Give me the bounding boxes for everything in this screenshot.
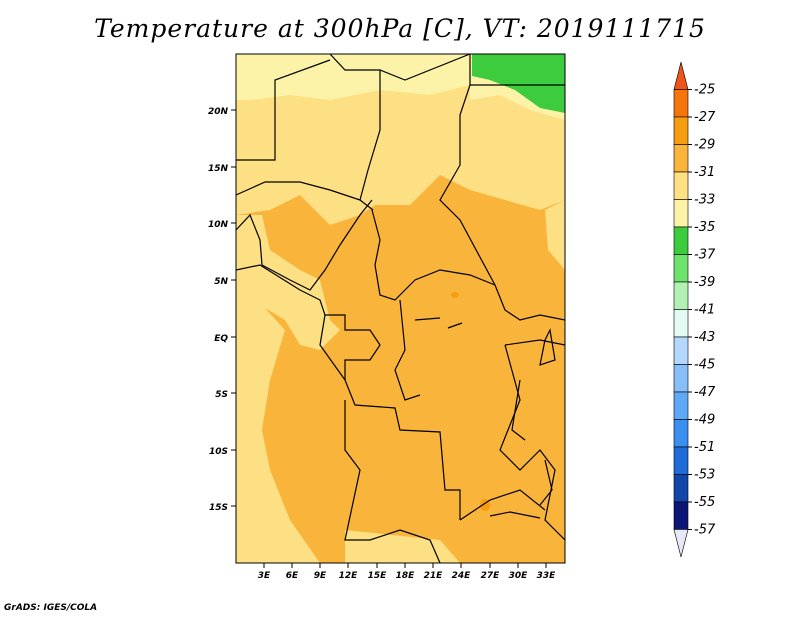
- colorbar-label: -33: [694, 193, 715, 208]
- lon-label: 27E: [481, 571, 501, 581]
- lat-label: 10N: [208, 220, 229, 230]
- lon-label: 30E: [509, 571, 529, 581]
- colorbar-label: -25: [694, 83, 715, 98]
- lat-label: 15N: [208, 164, 229, 174]
- colorbar-label: -47: [694, 385, 716, 400]
- lat-label: 5S: [215, 390, 228, 400]
- lon-label: 24E: [452, 571, 472, 581]
- colorbar-swatch: [673, 336, 689, 365]
- country-borders: [236, 54, 565, 563]
- field-cold-patch: [472, 54, 565, 113]
- colorbar-arrow-top: [673, 61, 689, 90]
- lat-label: 10S: [209, 447, 228, 457]
- lon-label: 6E: [286, 571, 299, 581]
- colorbar-label: -29: [694, 138, 715, 153]
- lon-label: 33E: [537, 571, 557, 581]
- colorbar-label: -41: [694, 303, 715, 318]
- lat-label: 5N: [214, 277, 228, 287]
- colorbar: -25 -27 -29 -31 -33 -35 -37 -39 -41 -43 -45 -47 -49 -…: [673, 61, 716, 558]
- colorbar-label: -57: [694, 523, 716, 538]
- colorbar-label: -53: [694, 468, 715, 483]
- field-southwest: [236, 300, 320, 563]
- colorbar-swatch: [673, 199, 689, 228]
- colorbar-swatch: [673, 391, 689, 420]
- colorbar-swatch: [673, 226, 689, 255]
- lon-label: 12E: [339, 571, 359, 581]
- colorbar-label: -35: [694, 220, 715, 235]
- colorbar-swatch: [673, 89, 689, 118]
- lon-label: 15E: [368, 571, 388, 581]
- colorbar-swatch: [673, 116, 689, 145]
- lon-label: 3E: [258, 571, 271, 581]
- lon-label: 9E: [314, 571, 327, 581]
- map-title: Temperature at 300hPa [C], VT: 201911171…: [94, 14, 706, 43]
- field-far-north: [236, 54, 470, 100]
- lat-label: 15S: [209, 503, 228, 513]
- colorbar-arrow-bottom: [673, 529, 689, 558]
- colorbar-label: -55: [694, 495, 715, 510]
- colorbar-label: -27: [694, 110, 716, 125]
- colorbar-swatch: [673, 309, 689, 338]
- colorbar-swatch: [673, 144, 689, 173]
- colorbar-label: -39: [694, 275, 715, 290]
- lon-label: 21E: [424, 571, 444, 581]
- colorbar-label: -49: [694, 413, 715, 428]
- colorbar-swatch: [673, 281, 689, 310]
- colorbar-label: -37: [694, 248, 716, 263]
- longitude-axis: 3E 6E 9E 12E 15E 18E 21E 24E 27E 30E 33E: [258, 563, 556, 581]
- credit-label: GrADS: IGES/COLA: [4, 603, 98, 613]
- lat-label: 20N: [208, 107, 229, 117]
- lon-label: 18E: [396, 571, 416, 581]
- colorbar-label: -31: [694, 165, 715, 180]
- colorbar-swatch: [673, 446, 689, 475]
- colorbar-label: -43: [694, 330, 715, 345]
- map-frame: [235, 53, 566, 564]
- colorbar-swatch: [673, 171, 689, 200]
- colorbar-swatch: [673, 364, 689, 393]
- lat-label: EQ: [214, 334, 228, 344]
- latitude-axis: 20N 15N 10N 5N EQ 5S 10S 15S: [208, 107, 236, 513]
- field-east-patch: [545, 200, 565, 270]
- colorbar-swatch: [673, 474, 689, 503]
- colorbar-swatch: [673, 501, 689, 530]
- field-warm-spot: [451, 292, 459, 298]
- colorbar-label: -45: [694, 358, 715, 373]
- colorbar-swatch: [673, 254, 689, 283]
- colorbar-label: -51: [694, 440, 715, 455]
- colorbar-swatch: [673, 419, 689, 448]
